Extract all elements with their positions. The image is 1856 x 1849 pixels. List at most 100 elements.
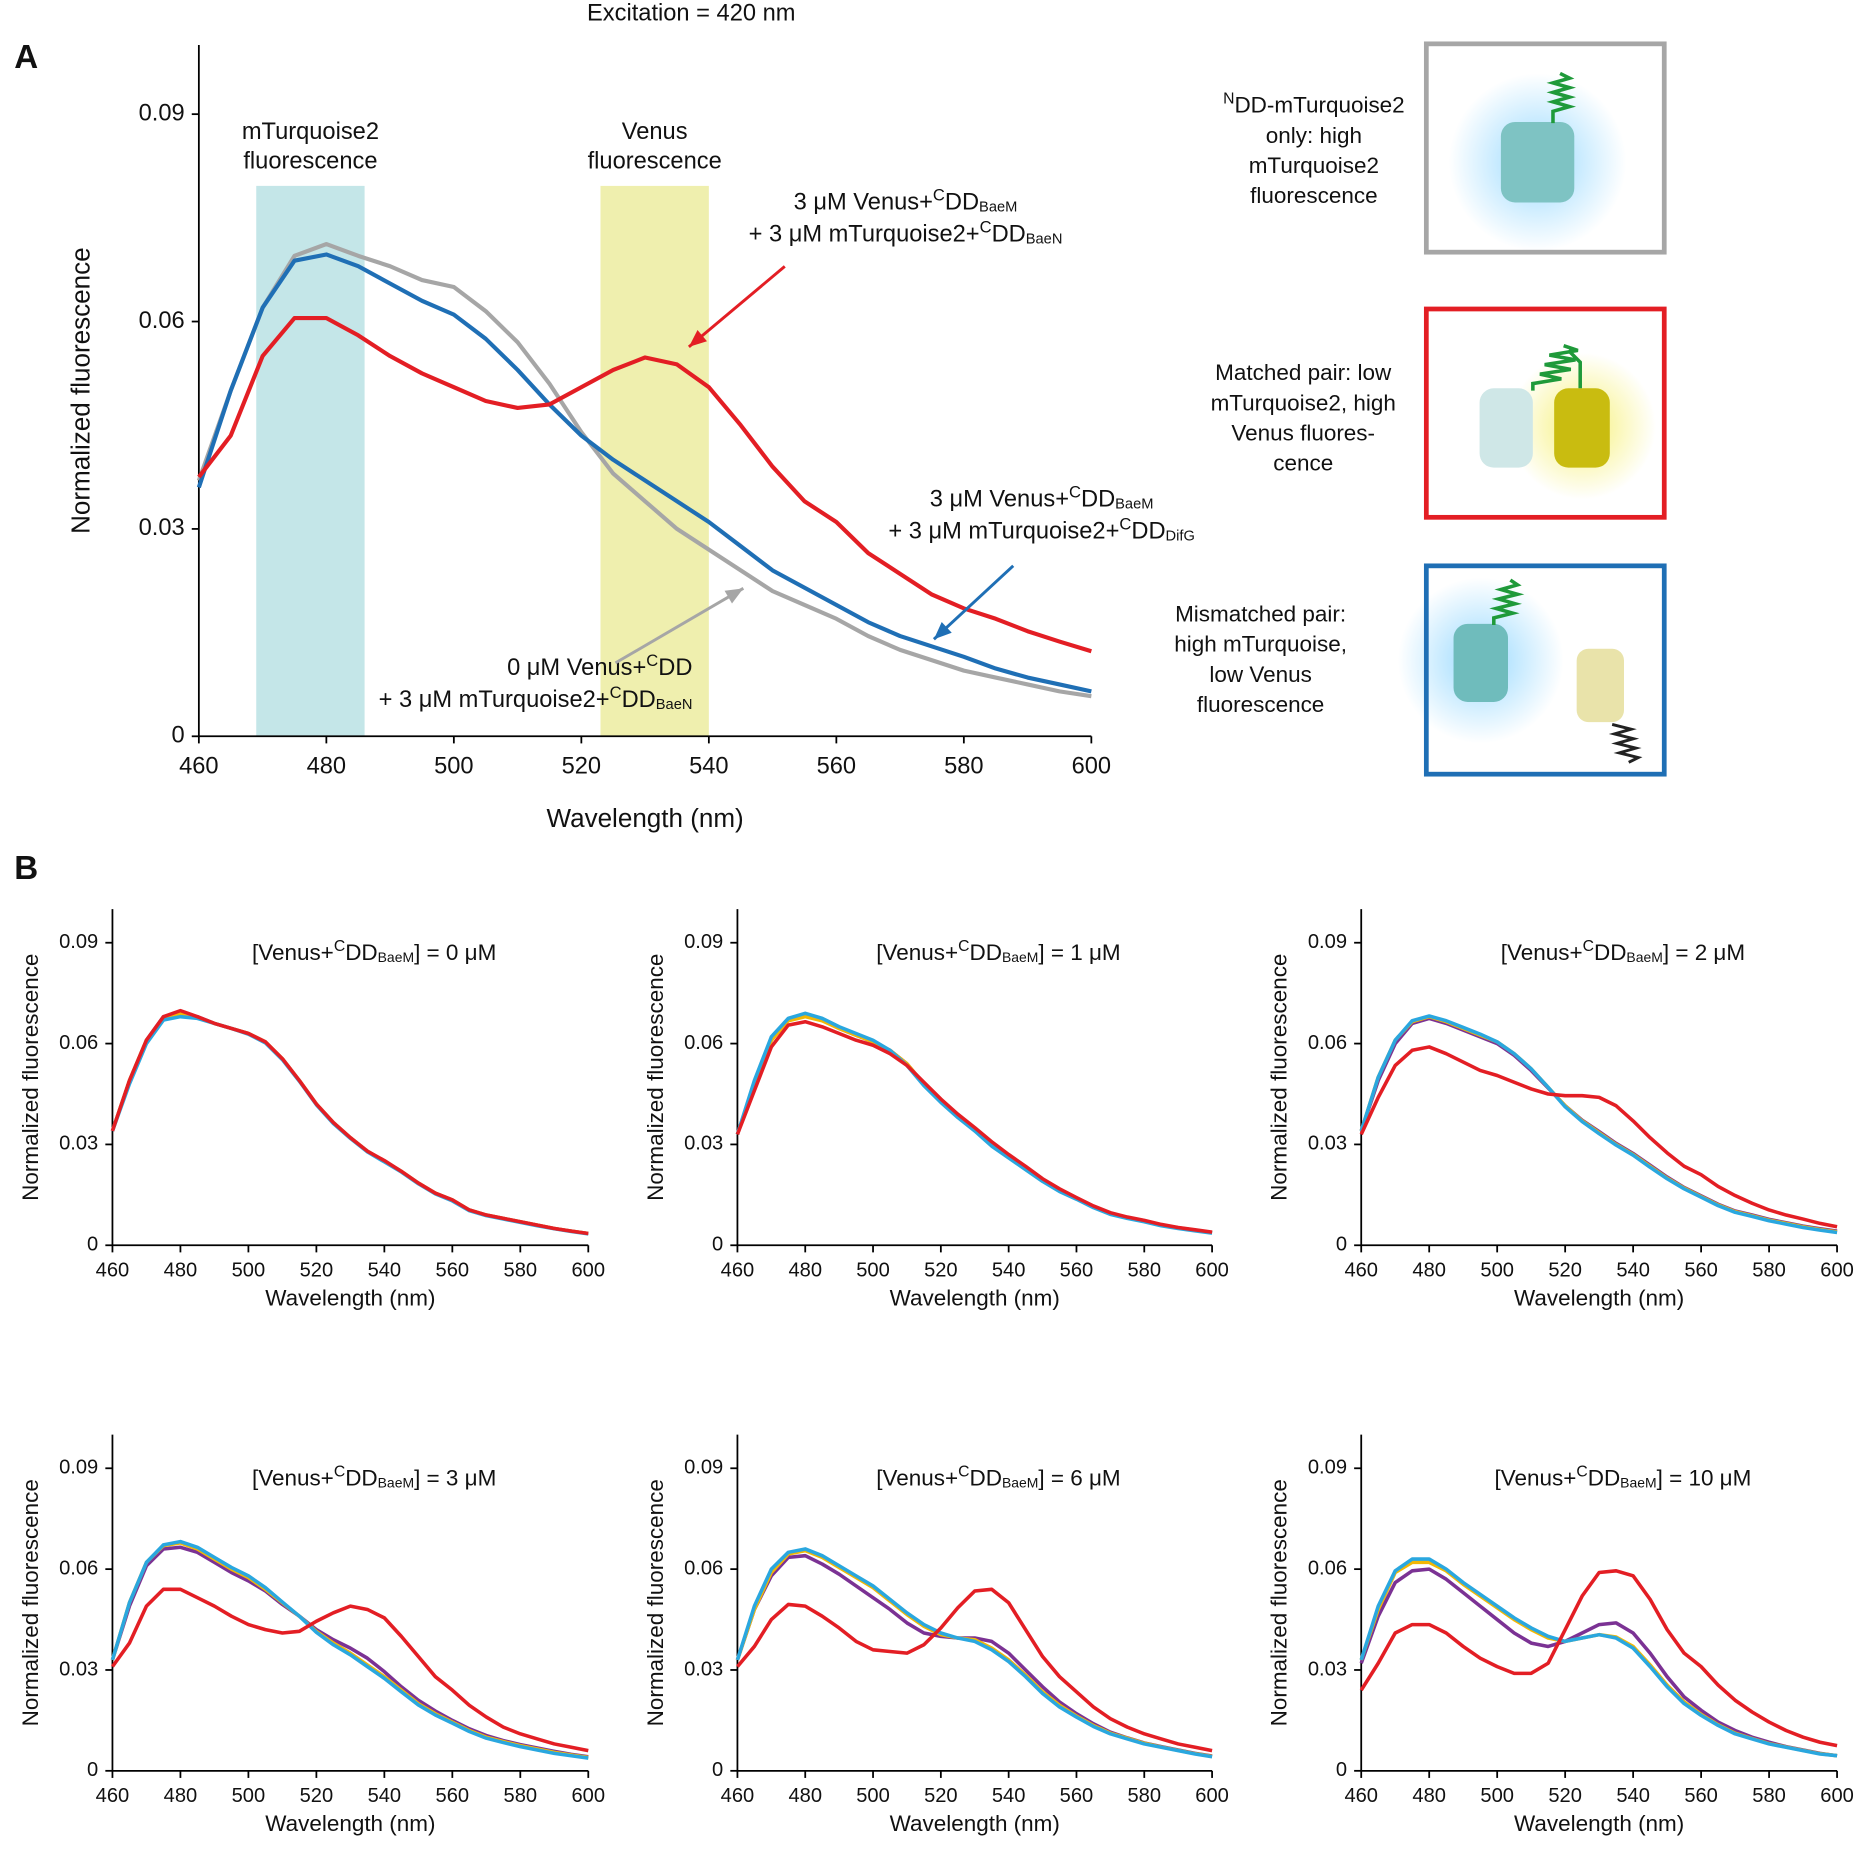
series-line xyxy=(196,252,1092,694)
text-part: DD xyxy=(945,190,979,216)
text-part: BaeN xyxy=(1026,232,1063,248)
series-line xyxy=(1359,1014,1838,1235)
y-tick-label: 0.09 xyxy=(684,931,723,953)
x-tick-label: 500 xyxy=(232,1785,266,1807)
schematic-caption: mTurquoise2 xyxy=(1249,153,1379,178)
y-tick-label: 0 xyxy=(87,1759,98,1781)
x-tick-label: 560 xyxy=(436,1260,470,1282)
y-tick-label: 0 xyxy=(87,1234,98,1256)
chart-title: [Venus+CDDBaeM] = 3 μM xyxy=(252,1464,496,1491)
text-part: DD xyxy=(622,687,656,713)
x-tick-label: 560 xyxy=(1684,1260,1718,1282)
x-tick-label: 540 xyxy=(368,1785,402,1807)
y-tick-label: 0.09 xyxy=(1308,931,1347,953)
x-tick-label: 600 xyxy=(572,1260,606,1282)
text-part: BaeM xyxy=(1620,1475,1656,1491)
annotation: 3 μM Venus+CDDBaeM xyxy=(794,185,1018,216)
x-tick-label: 460 xyxy=(96,1260,130,1282)
series-line xyxy=(1359,1567,1838,1758)
y-tick-label: 0.09 xyxy=(59,1457,98,1479)
text-part: BaeM xyxy=(378,1475,414,1491)
schematic-caption: fluorescence xyxy=(1197,692,1324,717)
series-line xyxy=(735,1011,1213,1235)
text-part: DD xyxy=(658,655,692,681)
y-tick-label: 0.06 xyxy=(684,1032,723,1054)
text-part: ] = 2 μM xyxy=(1663,940,1745,965)
text-part: DD xyxy=(345,940,377,965)
x-axis-label: Wavelength (nm) xyxy=(546,803,743,833)
series-line xyxy=(110,1012,589,1236)
text-part: ] = 0 μM xyxy=(414,940,496,965)
text-part: + 3 μM mTurquoise2+ xyxy=(749,222,980,248)
text-part: BaeN xyxy=(656,697,693,713)
y-axis-label: Normalized fluorescence xyxy=(643,1479,668,1726)
x-tick-label: 500 xyxy=(434,753,473,779)
x-axis-label: Wavelength (nm) xyxy=(890,1811,1060,1836)
text-part: ] = 1 μM xyxy=(1038,940,1120,965)
series-line xyxy=(735,1013,1213,1235)
text-part: low Venus xyxy=(1209,662,1311,687)
x-tick-label: 560 xyxy=(1684,1785,1718,1807)
x-tick-label: 480 xyxy=(1412,1260,1446,1282)
arrow-head xyxy=(724,588,744,604)
x-tick-label: 520 xyxy=(924,1785,958,1807)
schematic-caption: fluorescence xyxy=(1250,183,1377,208)
y-tick-label: 0 xyxy=(712,1234,723,1256)
text-part: only: high xyxy=(1266,123,1362,148)
text-part: BaeM xyxy=(378,949,414,965)
text-part: DD xyxy=(1081,487,1115,513)
text-part: mTurquoise2 xyxy=(1249,153,1379,178)
band-label: fluorescence xyxy=(243,148,377,174)
y-axis-label: Normalized fluorescence xyxy=(18,1479,43,1726)
x-tick-label: 580 xyxy=(504,1785,538,1807)
x-tick-label: 460 xyxy=(96,1785,130,1807)
x-tick-label: 540 xyxy=(368,1260,402,1282)
chart-title: [Venus+CDDBaeM] = 1 μM xyxy=(876,938,1120,965)
x-tick-label: 500 xyxy=(856,1785,890,1807)
x-tick-label: 520 xyxy=(1548,1785,1582,1807)
y-tick-label: 0.06 xyxy=(59,1032,98,1054)
text-part: DD xyxy=(1594,940,1626,965)
y-tick-label: 0 xyxy=(1336,1234,1347,1256)
series-line xyxy=(1359,1557,1838,1758)
y-tick-label: 0.09 xyxy=(139,100,185,126)
y-tick-label: 0 xyxy=(1336,1759,1347,1781)
x-tick-label: 540 xyxy=(992,1785,1026,1807)
y-axis-label: Normalized fluorescence xyxy=(66,247,96,533)
y-tick-label: 0.06 xyxy=(1308,1557,1347,1579)
y-tick-label: 0 xyxy=(171,723,184,749)
band-label: fluorescence xyxy=(588,148,722,174)
panel-label: B xyxy=(14,850,38,887)
text-part: 0 μM Venus+ xyxy=(507,655,646,681)
x-tick-label: 540 xyxy=(689,753,728,779)
series-line xyxy=(735,1014,1213,1235)
x-tick-label: 600 xyxy=(572,1785,606,1807)
y-tick-label: 0.03 xyxy=(1308,1133,1347,1155)
x-tick-label: 540 xyxy=(1616,1785,1650,1807)
text-part: DifG xyxy=(1166,529,1195,545)
schematic-caption: mTurquoise2, high xyxy=(1211,390,1396,415)
series-line xyxy=(1359,1016,1838,1233)
y-axis-label: Normalized fluorescence xyxy=(18,954,43,1201)
annotation: + 3 μM mTurquoise2+CDDBaeN xyxy=(379,683,693,714)
text-part: C xyxy=(958,1464,969,1481)
text-part: [Venus+ xyxy=(1495,1466,1577,1491)
x-tick-label: 600 xyxy=(1072,753,1111,779)
text-part: fluorescence xyxy=(1197,692,1324,717)
x-tick-label: 600 xyxy=(1195,1260,1229,1282)
text-part: N xyxy=(1223,91,1234,108)
text-part: C xyxy=(958,938,969,955)
highlight-band xyxy=(256,185,365,737)
y-tick-label: 0.06 xyxy=(139,308,185,334)
text-part: [Venus+ xyxy=(1501,940,1583,965)
x-tick-label: 480 xyxy=(307,753,346,779)
x-tick-label: 580 xyxy=(944,753,983,779)
y-tick-label: 0.03 xyxy=(139,515,185,541)
x-tick-label: 520 xyxy=(1548,1260,1582,1282)
annotation-arrow xyxy=(932,564,1015,641)
x-tick-label: 500 xyxy=(232,1260,266,1282)
x-tick-label: 480 xyxy=(164,1260,198,1282)
x-tick-label: 460 xyxy=(179,753,218,779)
annotation: + 3 μM mTurquoise2+CDDBaeN xyxy=(749,217,1063,248)
text-part: Mismatched pair: xyxy=(1175,601,1346,626)
